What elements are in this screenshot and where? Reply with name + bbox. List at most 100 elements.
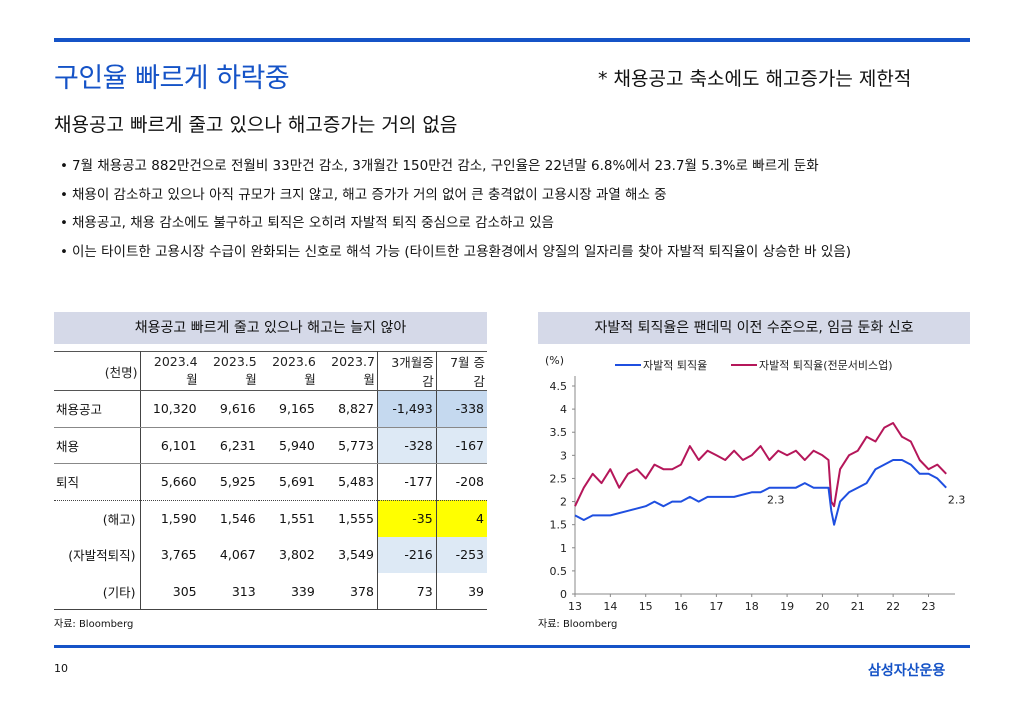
y-axis-label: (%)	[545, 354, 564, 367]
table-cell: -216	[377, 536, 437, 573]
page-title: 구인율 빠르게 하락중	[54, 63, 290, 94]
row-label: (해고)	[54, 499, 141, 537]
data-label: 2.3	[948, 494, 966, 507]
quit-rate-chart: (%) 0 0.5 1 1.5 2 2.5 3 3.5 4 4.5 13 14 15 16 17 18 19 20 2…	[545, 354, 966, 613]
table-cell: -328	[377, 427, 437, 464]
table-cell: 5,773	[317, 427, 378, 464]
table-cell: 305	[140, 573, 200, 610]
bullet-item: • 채용이 감소하고 있으나 아직 규모가 크지 않고, 해고 증가가 거의 없어…	[60, 181, 980, 210]
column-header: 2023.7월	[317, 351, 378, 391]
table-cell: 4	[436, 499, 487, 537]
table-cell: 10,320	[140, 390, 200, 428]
row-label: 채용	[54, 427, 141, 464]
table-cell: 378	[317, 573, 378, 610]
unit-label: (천명)	[54, 351, 141, 391]
column-header: 2023.6월	[258, 351, 318, 391]
table-cell: 73	[377, 573, 437, 610]
table-cell: 4,067	[219, 547, 256, 563]
table-cell: 9,616	[199, 390, 259, 428]
bullet-item: • 채용공고, 채용 감소에도 불구하고 퇴직은 오히려 자발적 퇴직 중심으로 …	[60, 209, 980, 238]
y-tick-label: 4.5	[550, 380, 568, 393]
page-number: 10	[54, 662, 68, 675]
table-cell: 1,590	[140, 499, 200, 537]
y-tick-label: 0	[560, 588, 567, 601]
table-cell: -177	[377, 463, 437, 500]
x-tick-label: 16	[674, 600, 688, 613]
table-header-row: (천명) 2023.4월 2023.5월 2023.6월 2023.7월 3개월…	[54, 351, 487, 391]
table-row: (기타) 305 313 339 378 73 39	[54, 573, 487, 610]
table-cell: 1,546	[199, 499, 259, 537]
x-tick-label: 18	[745, 600, 759, 613]
row-label: 채용공고	[54, 390, 141, 428]
table-cell: -167	[436, 427, 487, 464]
column-header: 7월 증감	[436, 351, 487, 391]
table-cell: 5,940	[258, 427, 318, 464]
table-row: (자발적퇴직) 3,765 4,067 3,802 3,549 -216 -25…	[54, 536, 487, 573]
table-cell: 313	[199, 573, 259, 610]
table-row: (해고) 1,590 1,546 1,551 1,555 -35 4	[54, 499, 487, 537]
table-cell: -35	[377, 499, 437, 537]
side-note: * 채용공고 축소에도 해고증가는 제한적	[598, 68, 912, 90]
row-label: (자발적퇴직)	[54, 536, 141, 573]
chart-source: 자료: Bloomberg	[538, 619, 618, 630]
row-label: (기타)	[54, 573, 141, 610]
x-tick-label: 17	[709, 600, 723, 613]
y-tick-label: 2	[560, 496, 567, 509]
y-tick-label: 3.5	[550, 426, 568, 439]
chart-panel-title: 자발적 퇴직율은 팬데믹 이전 수준으로, 임금 둔화 신호	[538, 312, 970, 344]
bullet-item: • 7월 채용공고 882만건으로 전월비 33만건 감소, 3개월간 150만건…	[60, 152, 980, 181]
subtitle: 채용공고 빠르게 줄고 있으나 해고증가는 거의 없음	[54, 114, 458, 136]
table-row: 채용공고 10,320 9,616 9,165 8,827 -1,493 -33…	[54, 390, 487, 428]
y-tick-label: 2.5	[550, 472, 568, 485]
series-line-quit-rate-professional	[574, 422, 947, 508]
bullet-list: • 7월 채용공고 882만건으로 전월비 33만건 감소, 3개월간 150만건…	[60, 152, 980, 266]
employment-table: (천명) 2023.4월 2023.5월 2023.6월 2023.7월 3개월…	[54, 351, 487, 610]
x-tick-label: 21	[851, 600, 865, 613]
table-cell: 3,549	[317, 536, 378, 573]
table-cell: 9,165	[258, 390, 318, 428]
x-tick-label: 13	[568, 600, 582, 613]
x-tick-label: 14	[603, 600, 617, 613]
legend-label: 자발적 퇴직율	[643, 359, 707, 372]
bullet-text: 채용이 감소하고 있으나 아직 규모가 크지 않고, 해고 증가가 거의 없어 …	[72, 186, 667, 203]
bullet-dot-icon: •	[60, 186, 68, 203]
series-line-quit-rate	[574, 459, 947, 526]
x-tick-label: 15	[639, 600, 653, 613]
table-cell: 39	[436, 573, 487, 610]
data-label: 2.3	[767, 494, 785, 507]
x-tick-label: 22	[886, 600, 900, 613]
table-cell: -1,493	[377, 390, 437, 428]
bullet-item: • 이는 타이트한 고용시장 수급이 완화되는 신호로 해석 가능 (타이트한 고…	[60, 238, 980, 267]
table-cell: 3,765	[160, 547, 197, 563]
y-tick-label: 3	[560, 449, 567, 462]
table-cell: 339	[258, 573, 318, 610]
table-cell: 1,555	[317, 499, 378, 537]
table-cell: 5,925	[219, 474, 256, 490]
y-tick-label: 4	[560, 403, 567, 416]
table-cell: 3,802	[279, 547, 315, 563]
bullet-dot-icon: •	[60, 243, 68, 260]
x-tick-label: 23	[921, 600, 935, 613]
table-cell: -338	[436, 390, 487, 428]
column-header: 3개월증감	[377, 351, 437, 391]
top-divider	[54, 38, 970, 42]
x-tick-label: 19	[780, 600, 794, 613]
table-panel-title: 채용공고 빠르게 줄고 있으나 해고는 늘지 않아	[54, 312, 487, 344]
bullet-dot-icon: •	[60, 158, 68, 174]
table-row: 퇴직 5,660 5,925 5,691 5,483 -177 -208	[54, 463, 487, 500]
legend-label: 자발적 퇴직율(전문서비스업)	[759, 359, 893, 372]
table-cell: -253	[436, 536, 487, 573]
x-tick-label: 20	[815, 600, 829, 613]
brand-logo: 삼성자산운용	[868, 663, 946, 679]
column-header: 2023.4월	[140, 351, 200, 391]
table-cell: 8,827	[317, 390, 378, 428]
y-tick-label: 1.5	[550, 519, 568, 532]
table-cell: 6,101	[140, 427, 200, 464]
bottom-divider	[54, 645, 970, 648]
column-header: 2023.5월	[199, 351, 259, 391]
table-source: 자료: Bloomberg	[54, 619, 134, 630]
bullet-dot-icon: •	[60, 215, 68, 231]
row-label: 퇴직	[54, 463, 141, 500]
y-tick-label: 1	[560, 542, 567, 555]
bullet-text: 이는 타이트한 고용시장 수급이 완화되는 신호로 해석 가능 (타이트한 고용…	[72, 243, 852, 260]
